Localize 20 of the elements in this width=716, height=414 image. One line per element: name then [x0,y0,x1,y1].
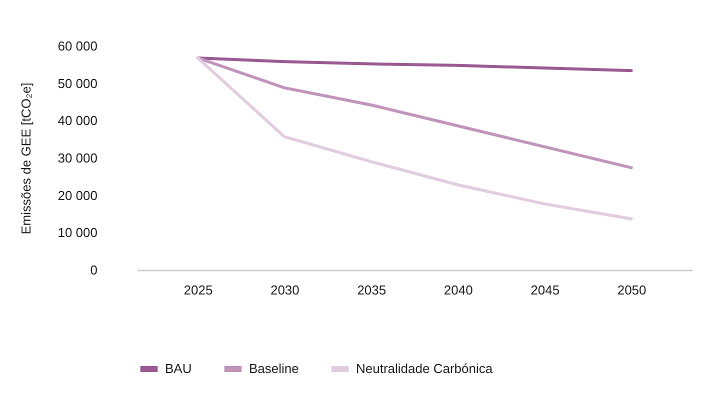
legend-label: Neutralidade Carbónica [356,361,494,376]
y-tick-label: 50 000 [58,76,98,91]
x-tick-label: 2050 [617,282,646,298]
y-tick-label: 0 [90,262,98,278]
y-tick-label: 60 000 [58,38,98,54]
legend-label: BAU [165,361,192,376]
line-series [196,56,633,220]
y-tick-label: 40 000 [58,113,98,128]
line-series [196,56,633,170]
y-tick-label: 20 000 [58,188,98,203]
y-tick-label: 10 000 [58,225,98,240]
y-tick-label: 30 000 [58,150,98,166]
x-tick-label: 2025 [184,282,213,298]
line-series [196,56,633,72]
x-tick-label: 2035 [357,282,386,298]
x-tick-label: 2030 [270,282,300,298]
y-axis-title: Emissões de GEE [tCO₂e] [18,82,34,234]
x-tick-label: 2045 [530,282,560,298]
legend-label: Baseline [249,361,299,376]
x-tick-label: 2040 [444,282,473,298]
